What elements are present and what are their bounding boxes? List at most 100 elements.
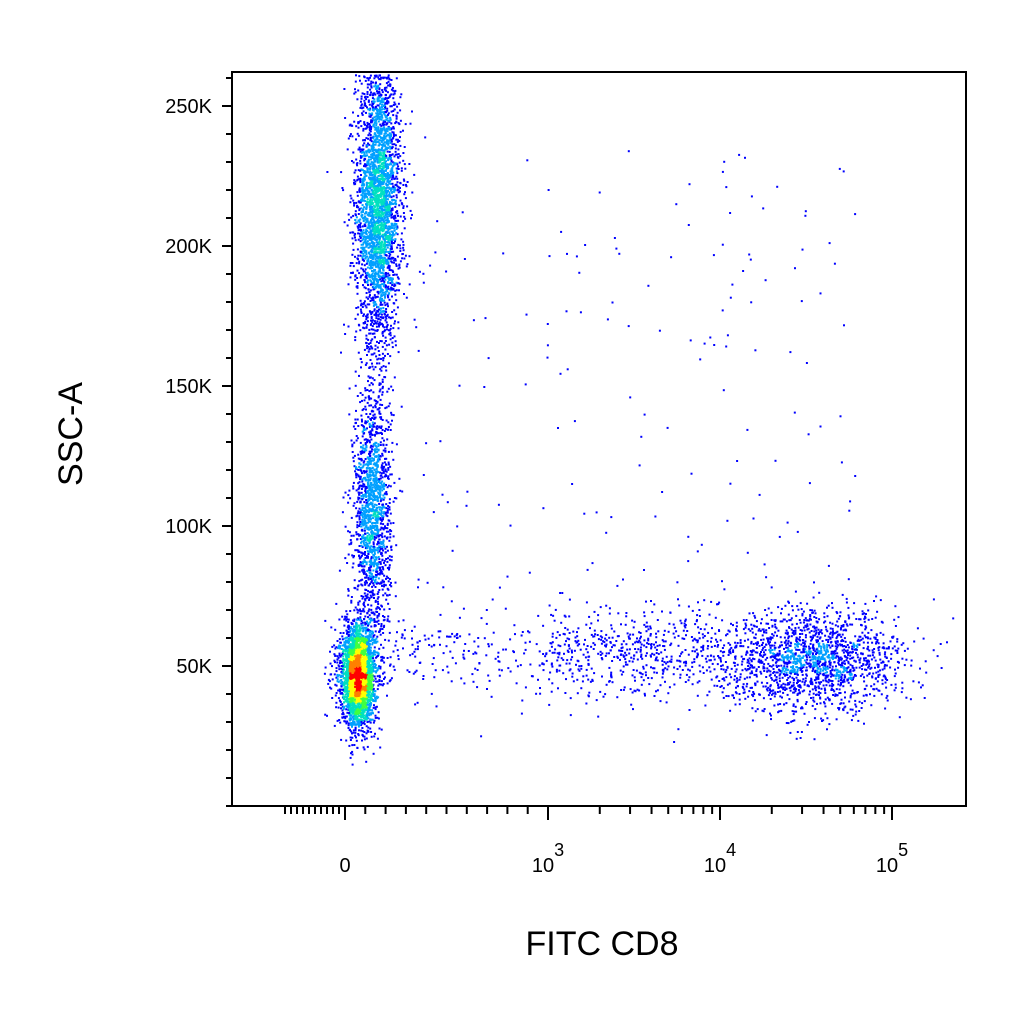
event-dot [363,178,366,181]
event-dot [372,191,374,194]
event-dot [360,522,363,525]
event-dot [375,201,378,204]
event-dot [383,157,386,160]
event-dot [367,171,370,174]
event-dot [364,221,367,224]
event-dot [389,235,392,238]
event-dot [368,213,371,216]
event-dot [357,134,360,137]
event-dot [359,179,362,182]
event-dot [385,443,388,446]
event-dot [348,413,351,416]
event-dot [356,98,359,101]
event-dot [389,512,392,515]
event-dot [361,179,364,182]
event-dot [369,294,371,297]
event-dot [397,156,400,159]
event-dot [376,98,379,101]
event-dot [349,123,352,126]
event-dot [363,471,366,474]
event-dot [371,562,374,565]
event-dot [353,441,356,444]
event-dot [383,246,386,249]
event-dot [359,561,362,564]
event-dot [394,184,397,186]
event-dot [376,179,379,182]
event-dot [363,501,366,504]
event-dot [387,362,390,365]
event-dot [383,153,386,156]
event-dot [349,133,352,136]
event-dot [372,296,375,299]
event-dot [367,260,370,263]
event-dot [368,171,371,174]
event-dot [357,238,360,241]
event-dot [374,406,377,409]
event-dot [375,524,378,527]
event-dot [330,687,333,690]
event-dot [380,513,382,516]
event-dot [394,153,397,156]
event-dot [370,459,373,462]
event-dot [396,185,399,188]
event-dot [372,425,375,428]
event-dot [375,105,377,108]
event-dot [388,593,391,596]
event-dot [364,516,367,519]
event-dot [365,233,368,236]
event-dot [381,175,384,178]
event-dot [375,88,378,90]
event-dot [371,207,374,210]
event-dot [404,191,406,194]
event-dot [379,207,382,209]
event-dot [369,300,372,302]
event-dot [397,168,400,170]
event-dot [397,219,400,222]
event-dot [354,182,357,185]
event-dot [384,525,386,528]
event-dot [370,510,373,513]
event-dot [369,514,372,517]
event-dot [361,518,364,521]
event-dot [386,314,388,317]
event-dot [363,121,366,124]
event-dot [378,383,381,386]
event-dot [366,438,369,441]
event-dot [379,517,382,520]
event-dot [367,476,370,479]
event-dot [405,265,408,268]
event-dot [369,430,372,433]
event-dot [383,129,386,132]
event-dot [359,521,362,523]
event-dot [373,126,376,129]
event-dot [385,317,388,320]
event-dot [361,246,364,249]
event-dot [360,525,363,528]
event-dot [384,214,387,217]
event-dot [371,182,374,185]
event-dot [371,530,374,533]
event-dot [363,581,366,584]
event-dot [372,288,375,291]
event-dot [389,289,392,292]
event-dot [366,123,369,126]
event-dot [376,149,379,152]
event-dot [394,258,397,260]
event-dot [385,160,387,163]
event-dot [379,471,381,474]
event-dot [372,584,375,587]
event-dot [370,82,373,85]
event-dot [391,166,394,169]
event-dot [373,77,376,80]
event-dot [377,551,380,554]
event-dot [392,97,395,100]
event-dot [374,264,377,267]
event-dot [381,419,384,421]
event-dot [369,93,372,96]
event-dot [395,117,398,120]
event-dot [387,190,390,192]
event-dot [389,180,392,183]
event-dot [366,491,369,494]
event-dot [368,547,371,550]
event-dot [365,438,367,441]
